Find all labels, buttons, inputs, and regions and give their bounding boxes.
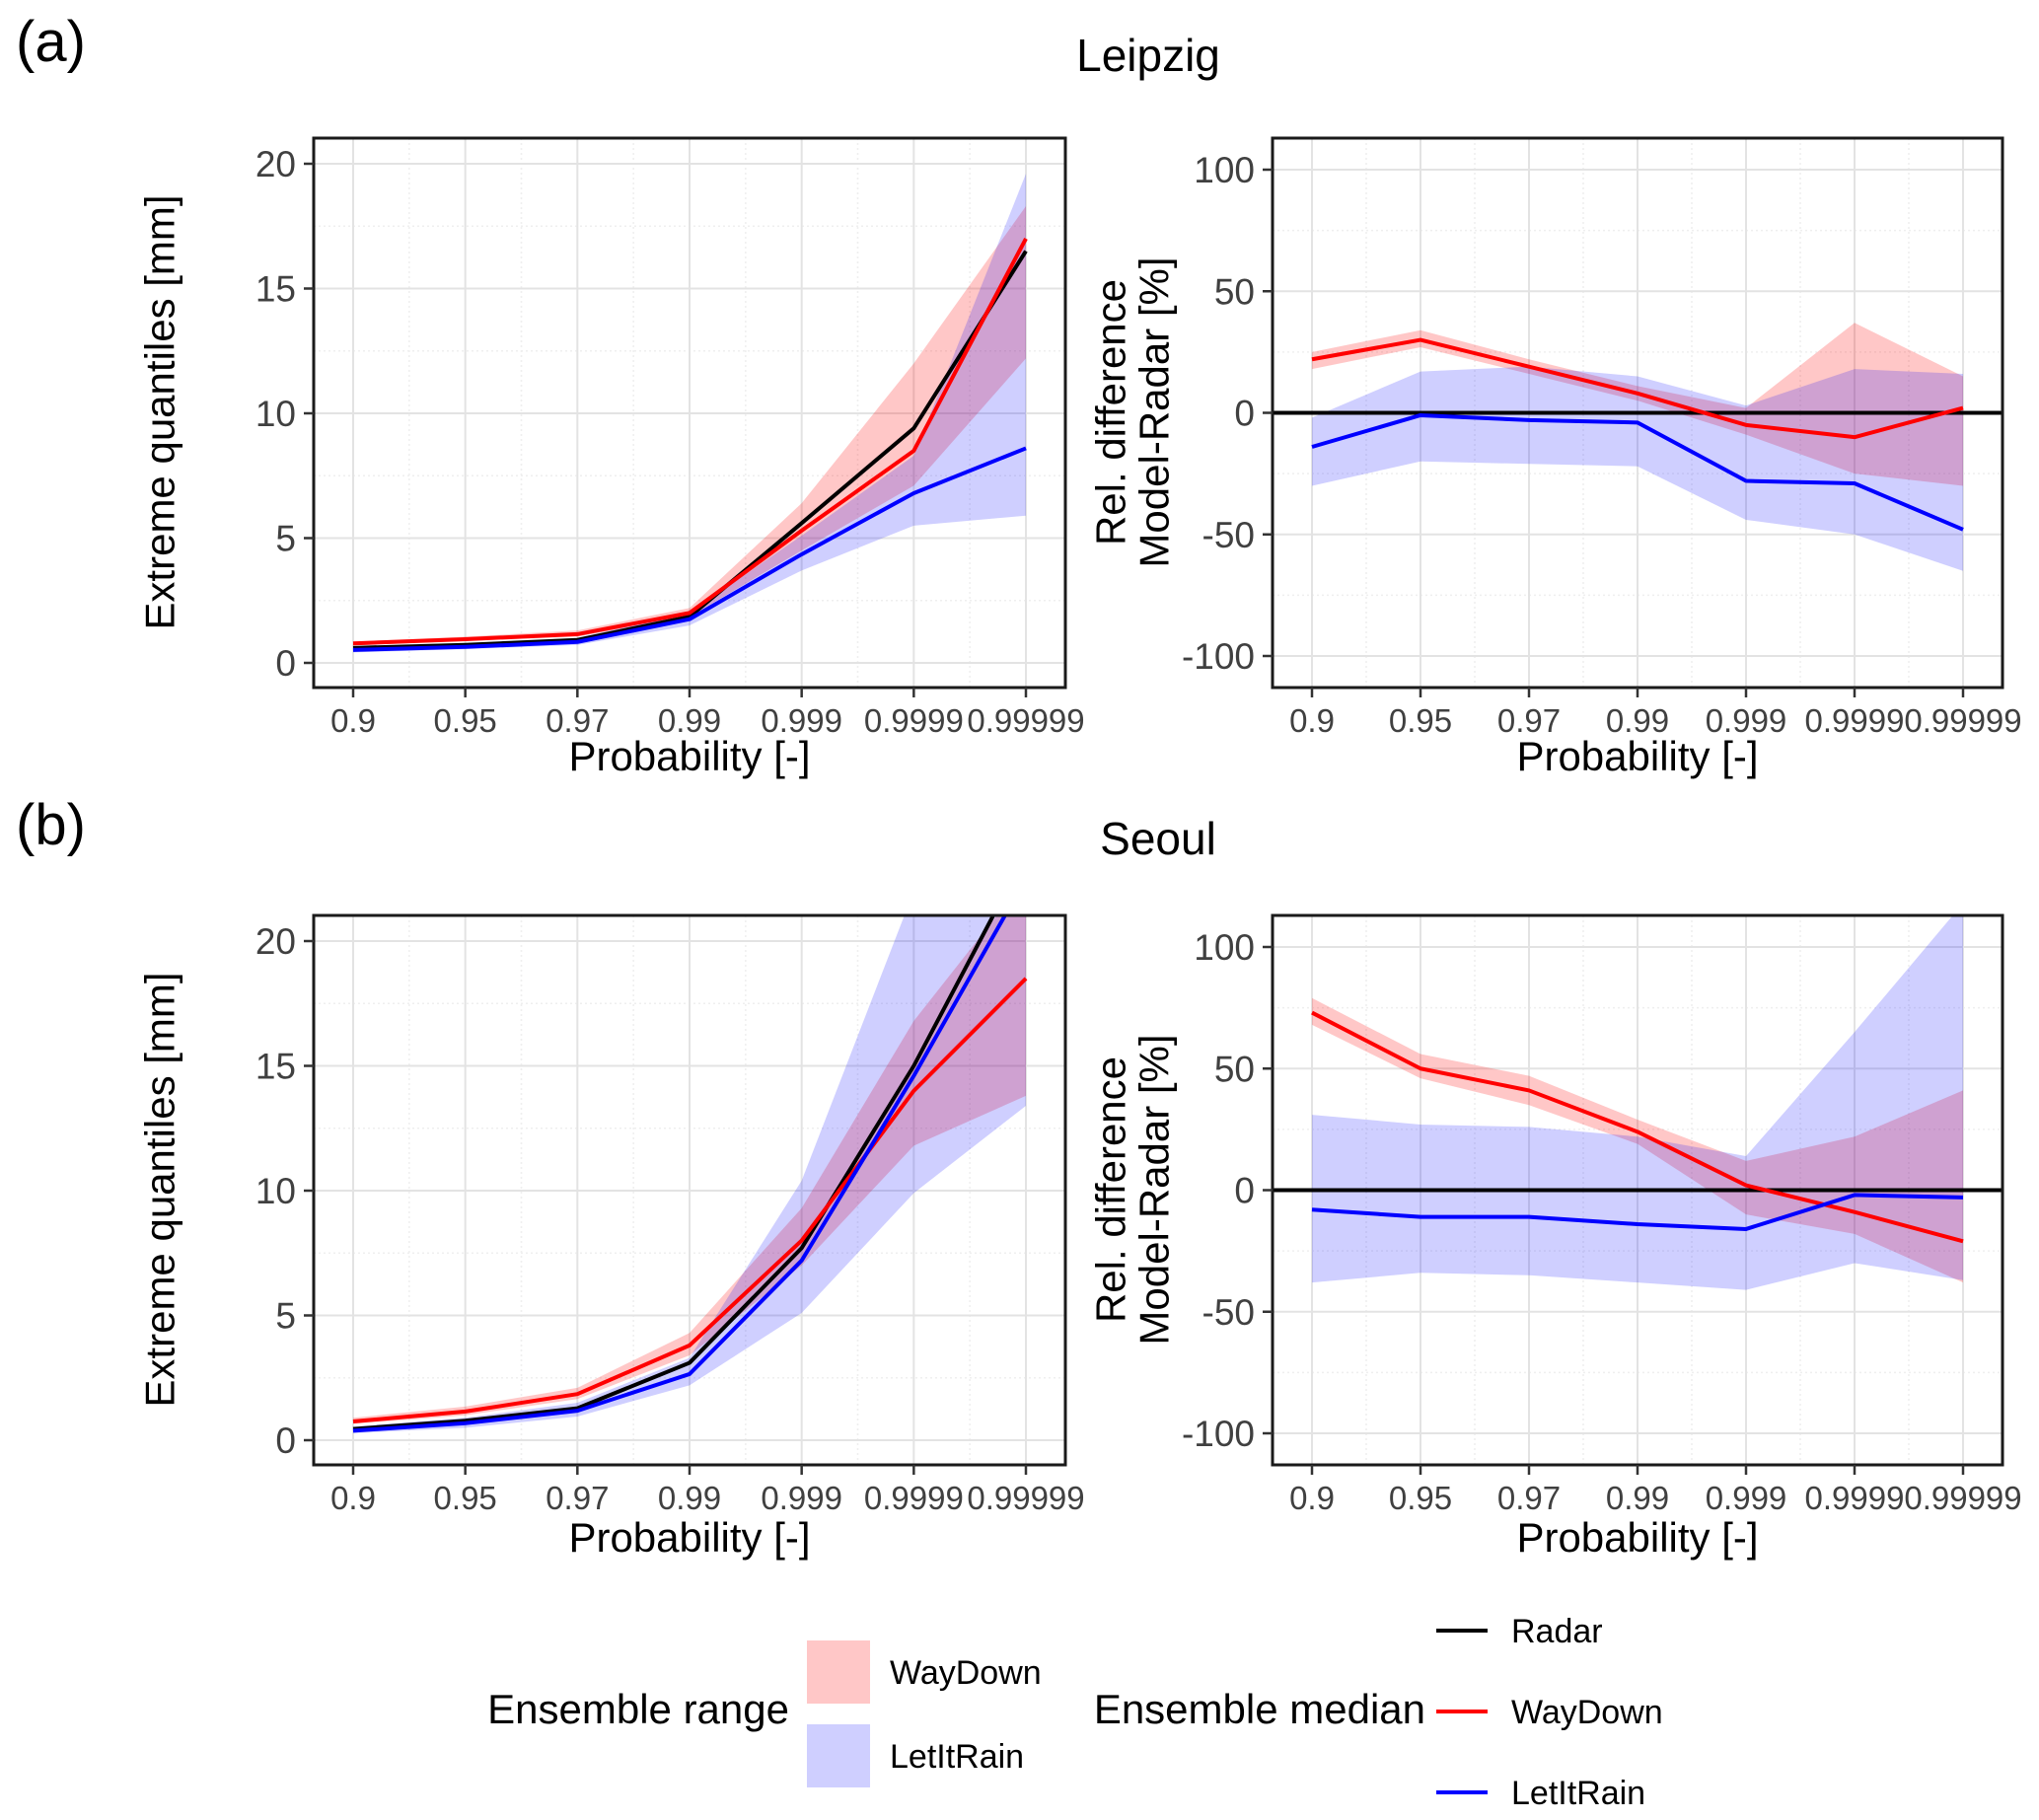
y-tick-label: 0 (1234, 1171, 1255, 1211)
panel-leipzig-reldiff: 0.9 0.95 0.97 0.99 0.999 0.9999 0.99999 -100 -50… (1182, 136, 2022, 739)
x-tick-label: 0.9999 (1805, 1480, 1905, 1516)
row-title-seoul: Seoul (1100, 813, 1216, 864)
panel-seoul-reldiff: 0.9 0.95 0.97 0.99 0.999 0.9999 0.99999 -100 -50… (1182, 913, 2022, 1516)
y-tick-label: 15 (255, 269, 296, 310)
x-tick-label: 0.99 (658, 1480, 721, 1516)
legend-label-radar: Radar (1511, 1613, 1603, 1650)
legend-label-waydown: WayDown (1511, 1694, 1663, 1731)
series-line-letitrain (1311, 412, 1964, 532)
x-tick-label: 0.97 (1497, 1480, 1561, 1516)
y-tick-label: 100 (1194, 927, 1255, 968)
series-line-letitrain (1311, 1193, 1964, 1231)
x-tick-label: 0.9 (1289, 702, 1335, 739)
x-tick-label: 0.97 (546, 1480, 609, 1516)
legend: Ensemble range WayDown LetItRain Ensembl… (487, 1613, 1663, 1812)
x-tick-label: 0.97 (546, 702, 609, 739)
x-tick-label: 0.9999 (864, 702, 964, 739)
x-axis-label: Probability [-] (568, 1514, 810, 1561)
y-tick-label: 100 (1194, 150, 1255, 190)
legend-range-title: Ensemble range (487, 1686, 789, 1732)
data-layer (352, 174, 1028, 653)
y-tick-label: -100 (1182, 636, 1255, 677)
x-tick-label: 0.97 (1497, 702, 1561, 739)
series-line-radar (352, 915, 996, 1431)
y-tick-label: 10 (255, 394, 296, 434)
band-waydown (353, 915, 1026, 1424)
x-tick-label: 0.999 (761, 1480, 842, 1516)
x-tick-label: 0.999 (1706, 1480, 1787, 1516)
band-waydown (1312, 323, 1963, 486)
y-tick-label: 20 (255, 144, 296, 184)
series-line-waydown (352, 237, 1028, 646)
legend-swatch-waydown-range (807, 1640, 870, 1704)
series-line-letitrain (352, 915, 1008, 1433)
y-tick-label: 50 (1214, 271, 1255, 312)
y-tick-label: 5 (275, 1296, 296, 1337)
y-tick-label: 20 (255, 921, 296, 962)
x-tick-label: 0.9 (330, 1480, 376, 1516)
y-axis-label-reldiff-line2: Model-Radar [%] (1131, 256, 1178, 567)
x-tick-label: 0.99999 (967, 702, 1084, 739)
series-line-waydown (1311, 337, 1964, 440)
x-tick-label: 0.9999 (1805, 702, 1905, 739)
figure-label-a: (a) (16, 10, 86, 74)
x-axis-label: Probability [-] (1516, 733, 1758, 779)
series-line-waydown (1311, 1010, 1964, 1244)
row-title-leipzig: Leipzig (1076, 30, 1220, 81)
x-axis-label: Probability [-] (568, 733, 810, 779)
data-layer (1273, 915, 2003, 1290)
y-tick-label: 0 (275, 643, 296, 684)
y-axis-label-quantiles: Extreme quantiles [mm] (137, 194, 183, 629)
x-tick-label: 0.99999 (1904, 1480, 2021, 1516)
series-line-radar (352, 250, 1028, 650)
y-axis-label-reldiff-line2: Model-Radar [%] (1131, 1034, 1178, 1345)
data-layer (1273, 323, 2003, 571)
legend-label-waydown-range: WayDown (890, 1654, 1042, 1692)
x-tick-label: 0.99 (1606, 1480, 1669, 1516)
x-axis-label: Probability [-] (1516, 1514, 1758, 1561)
y-tick-label: 15 (255, 1047, 296, 1087)
band-letitrain (1312, 915, 1963, 1290)
y-tick-label: -50 (1202, 1292, 1255, 1333)
series-line-letitrain (352, 446, 1027, 652)
y-axis-label-reldiff-line1: Rel. difference (1088, 1056, 1134, 1323)
legend-label-letitrain-range: LetItRain (890, 1738, 1024, 1776)
data-layer (352, 915, 1028, 1433)
x-tick-label: 0.999 (1706, 702, 1787, 739)
y-tick-label: 0 (1234, 394, 1255, 434)
panel-seoul-quantiles: 0.9 0.95 0.97 0.99 0.999 0.9999 0.99999 0 5 10 15 2… (255, 913, 1085, 1516)
y-axis-label-reldiff-line1: Rel. difference (1088, 279, 1134, 546)
x-tick-label: 0.9 (330, 702, 376, 739)
legend-label-letitrain: LetItRain (1511, 1775, 1645, 1812)
y-tick-label: -50 (1202, 515, 1255, 555)
x-tick-label: 0.99 (658, 702, 721, 739)
x-tick-label: 0.95 (1389, 702, 1452, 739)
panel-leipzig-quantiles: 0.9 0.95 0.97 0.99 0.999 0.9999 0.99999 0 5 10 15 2… (255, 136, 1085, 739)
figure-label-b: (b) (16, 793, 86, 857)
band-letitrain (353, 174, 1026, 653)
y-tick-label: 5 (275, 519, 296, 559)
series-line-waydown (352, 977, 1028, 1424)
x-tick-label: 0.95 (434, 1480, 497, 1516)
y-tick-label: 10 (255, 1171, 296, 1211)
band-waydown (353, 206, 1026, 646)
y-tick-label: -100 (1182, 1414, 1255, 1454)
y-tick-label: 50 (1214, 1049, 1255, 1089)
y-axis-label-quantiles: Extreme quantiles [mm] (137, 972, 183, 1407)
legend-swatch-letitrain-range (807, 1724, 870, 1787)
y-tick-label: 0 (275, 1420, 296, 1461)
x-tick-label: 0.95 (1389, 1480, 1452, 1516)
x-tick-label: 0.9 (1289, 1480, 1335, 1516)
legend-median-title: Ensemble median (1094, 1686, 1425, 1732)
x-tick-label: 0.95 (434, 702, 497, 739)
x-tick-label: 0.99 (1606, 702, 1669, 739)
band-letitrain (353, 915, 1026, 1433)
x-tick-label: 0.99999 (1904, 702, 2021, 739)
x-tick-label: 0.99999 (967, 1480, 1084, 1516)
x-tick-label: 0.999 (761, 702, 842, 739)
x-tick-label: 0.9999 (864, 1480, 964, 1516)
